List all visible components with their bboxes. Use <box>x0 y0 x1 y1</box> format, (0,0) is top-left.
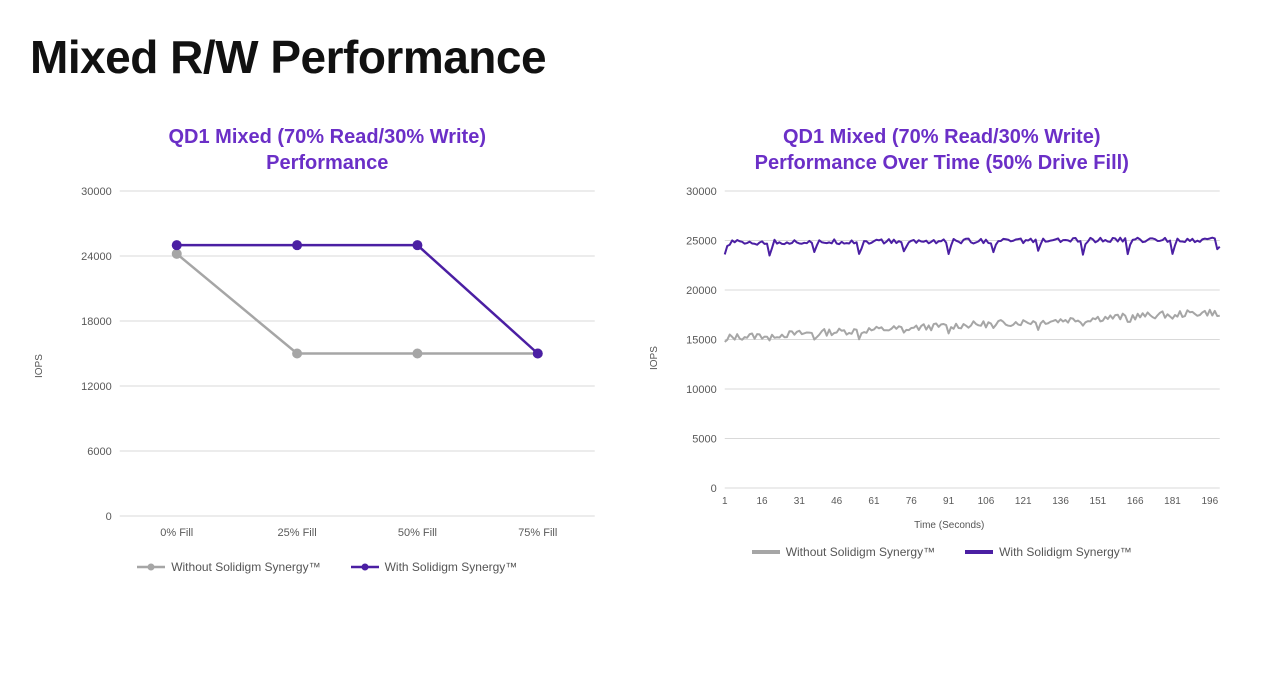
legend-label-with-2: With Solidigm Synergy™ <box>999 545 1132 559</box>
chart2-title-line1: QD1 Mixed (70% Read/30% Write) <box>783 126 1101 148</box>
svg-text:30000: 30000 <box>686 186 717 198</box>
legend-swatch-with-icon <box>351 562 379 572</box>
chart1-title: QD1 Mixed (70% Read/30% Write) Performan… <box>30 124 625 176</box>
svg-text:166: 166 <box>1126 496 1143 507</box>
svg-text:25% Fill: 25% Fill <box>278 527 317 539</box>
svg-text:0: 0 <box>106 511 112 523</box>
svg-text:181: 181 <box>1164 496 1181 507</box>
legend-label-without: Without Solidigm Synergy™ <box>171 560 320 574</box>
svg-text:15000: 15000 <box>686 335 717 347</box>
chart2-y-label: IOPS <box>645 186 660 531</box>
chart1-y-label: IOPS <box>30 186 45 546</box>
svg-text:31: 31 <box>793 496 805 507</box>
svg-text:5000: 5000 <box>692 434 716 446</box>
svg-text:46: 46 <box>831 496 843 507</box>
chart2-title: QD1 Mixed (70% Read/30% Write) Performan… <box>645 124 1240 176</box>
legend-item-without-2: Without Solidigm Synergy™ <box>752 545 935 559</box>
svg-text:75% Fill: 75% Fill <box>518 527 557 539</box>
svg-text:16: 16 <box>756 496 768 507</box>
svg-text:0% Fill: 0% Fill <box>160 527 193 539</box>
svg-text:0: 0 <box>710 483 716 495</box>
svg-text:24000: 24000 <box>81 251 112 263</box>
svg-text:121: 121 <box>1014 496 1031 507</box>
legend-item-without: Without Solidigm Synergy™ <box>137 560 320 574</box>
svg-text:106: 106 <box>977 496 994 507</box>
legend-label-with: With Solidigm Synergy™ <box>385 560 518 574</box>
legend-item-with-2: With Solidigm Synergy™ <box>965 545 1132 559</box>
svg-text:196: 196 <box>1201 496 1218 507</box>
chart-panel-left: QD1 Mixed (70% Read/30% Write) Performan… <box>30 124 625 574</box>
chart2-plot: 0 5000 10000 15000 20000 25000 30000 1 16 31 46 61 7… <box>660 186 1240 516</box>
svg-text:20000: 20000 <box>686 285 717 297</box>
page-title: Mixed R/W Performance <box>30 30 1239 84</box>
svg-text:18000: 18000 <box>81 316 112 328</box>
svg-text:10000: 10000 <box>686 384 717 396</box>
chart1-legend: Without Solidigm Synergy™ With Solidigm … <box>30 560 625 574</box>
chart1-title-line2: Performance <box>266 152 388 174</box>
svg-text:61: 61 <box>868 496 880 507</box>
svg-text:151: 151 <box>1089 496 1106 507</box>
chart2-x-label: Time (Seconds) <box>660 520 1240 531</box>
chart1-title-line1: QD1 Mixed (70% Read/30% Write) <box>168 126 486 148</box>
legend-swatch-without-icon <box>137 562 165 572</box>
legend-swatch-with-icon <box>965 550 993 554</box>
chart1-plot: 0 6000 12000 18000 24000 30000 0% Fill 25% Fill… <box>45 186 625 546</box>
legend-label-without-2: Without Solidigm Synergy™ <box>786 545 935 559</box>
chart-panel-right: QD1 Mixed (70% Read/30% Write) Performan… <box>645 124 1240 574</box>
svg-text:91: 91 <box>943 496 955 507</box>
charts-row: QD1 Mixed (70% Read/30% Write) Performan… <box>30 124 1239 574</box>
chart2-legend: Without Solidigm Synergy™ With Solidigm … <box>645 545 1240 559</box>
svg-text:1: 1 <box>721 496 727 507</box>
chart2-title-line2: Performance Over Time (50% Drive Fill) <box>755 152 1129 174</box>
svg-text:50% Fill: 50% Fill <box>398 527 437 539</box>
svg-text:76: 76 <box>905 496 917 507</box>
svg-text:136: 136 <box>1052 496 1069 507</box>
svg-text:12000: 12000 <box>81 381 112 393</box>
legend-item-with: With Solidigm Synergy™ <box>351 560 518 574</box>
svg-text:30000: 30000 <box>81 186 112 198</box>
svg-text:6000: 6000 <box>87 446 111 458</box>
legend-swatch-without-icon <box>752 550 780 554</box>
svg-text:25000: 25000 <box>686 236 717 248</box>
